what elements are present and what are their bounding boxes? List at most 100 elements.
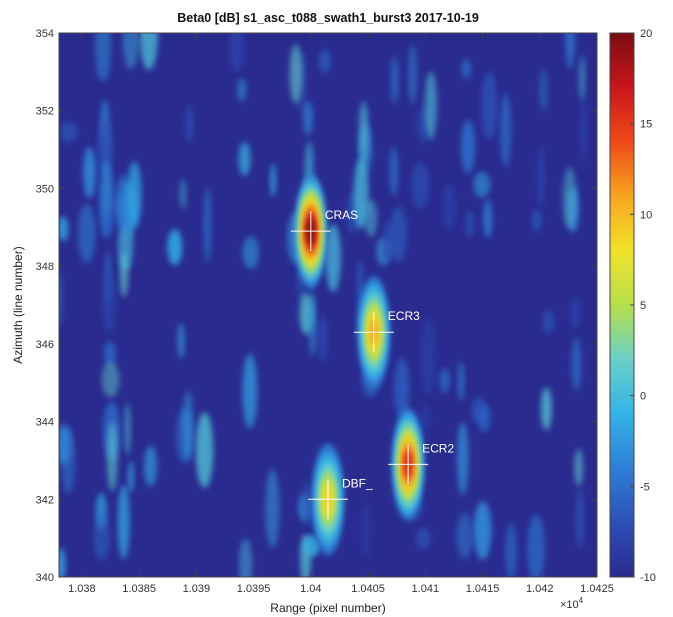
target-label: DBF_ (342, 476, 373, 490)
speckle-blob (389, 146, 398, 197)
speckle-blob (265, 469, 280, 549)
speckle-blob (59, 216, 69, 242)
speckle-blob (421, 404, 431, 432)
target-label: ECR3 (388, 309, 420, 323)
speckle-blob (289, 44, 303, 104)
y-axis: 340 342 344 346 348 350 352 354 (36, 28, 597, 584)
speckle-blob (571, 337, 582, 392)
x-tick-label: 1.0415 (466, 583, 500, 595)
speckle-blob (411, 162, 430, 210)
speckle-blob (394, 357, 410, 421)
speckle-blob (182, 390, 194, 462)
speckle-blob (483, 199, 493, 238)
y-tick-label: 346 (36, 339, 54, 351)
speckle-blob (139, 33, 158, 71)
speckle-blob (439, 368, 450, 394)
y-tick-label: 342 (36, 494, 54, 506)
speckle-blob (124, 403, 131, 456)
speckle-blob (93, 512, 111, 562)
speckle-blob (466, 210, 474, 238)
speckle-blob (456, 512, 473, 560)
x-axis: 1.038 1.0385 1.039 1.0395 1.04 1.0405 1.041 1.0… (68, 33, 614, 595)
svg-text:×104: ×104 (560, 596, 584, 611)
x-tick-label: 1.0385 (122, 583, 156, 595)
speckle-blob (569, 297, 581, 329)
x-exponent-power: 4 (579, 596, 584, 605)
speckle-blob (575, 488, 585, 550)
x-tick-label: 1.039 (183, 583, 211, 595)
speckle-blob (460, 119, 476, 174)
speckle-blob (537, 145, 546, 209)
speckle-blob (229, 33, 245, 72)
speckle-blob (185, 105, 194, 142)
speckle-blob (473, 501, 492, 560)
colorbar-tick-label: 5 (640, 300, 646, 312)
y-tick-label: 340 (36, 572, 54, 584)
speckle-blob (578, 55, 586, 101)
speckle-blob (364, 199, 378, 237)
speckle-blob (98, 59, 109, 82)
speckle-blob (574, 448, 584, 487)
x-axis-label: Range (pixel number) (270, 601, 385, 615)
speckle-blob (458, 361, 465, 401)
speckle-blob (527, 514, 545, 577)
speckle-blob (77, 203, 96, 264)
x-tick-label: 1.0395 (237, 583, 271, 595)
speckle-blob (562, 167, 577, 230)
speckle-blob (443, 183, 455, 231)
speckle-blob (122, 33, 140, 70)
speckle-blob (389, 206, 407, 263)
x-tick-label: 1.0405 (351, 583, 385, 595)
y-tick-label: 350 (36, 183, 54, 195)
speckle-blob (565, 33, 575, 69)
speckle-blob (360, 501, 371, 559)
x-tick-label: 1.0425 (580, 583, 614, 595)
x-tick-label: 1.041 (412, 583, 440, 595)
speckle-blob (473, 171, 491, 198)
x-exponent-base: ×10 (560, 599, 579, 611)
speckle-blob (500, 93, 512, 167)
x-tick-label: 1.038 (68, 583, 96, 595)
y-tick-label: 352 (36, 106, 54, 118)
y-axis-label: Azimuth (line number) (11, 246, 25, 363)
speckle-blob (117, 484, 130, 560)
colorbar: -10 -5 0 5 10 15 20 (609, 28, 656, 584)
plot-area: CRAS ECR3 ECR2 DBF_ (58, 32, 598, 578)
speckle-blob (391, 55, 399, 105)
speckle-blob (424, 71, 437, 140)
speckle-blob (237, 77, 246, 103)
speckle-blob (144, 445, 157, 487)
speckle-blob (270, 163, 277, 198)
x-tick-label: 1.042 (526, 583, 554, 595)
target-label: CRAS (325, 208, 358, 222)
speckle-blob (539, 68, 548, 112)
colorbar-tick-label: -10 (640, 572, 656, 584)
speckle-blob (461, 59, 471, 80)
speckle-blob (318, 49, 331, 74)
speckle-blob (325, 224, 341, 292)
y-tick-label: 344 (36, 417, 54, 429)
speckle-blob (415, 527, 431, 550)
colorbar-tick-label: -5 (640, 481, 650, 493)
y-tick-label: 354 (36, 28, 54, 40)
speckle-blob (532, 208, 542, 232)
speckle-blob (103, 341, 117, 367)
x-exponent: ×104 (560, 596, 584, 611)
colorbar-tick-label: 20 (640, 28, 652, 40)
speckle-blob (127, 461, 134, 494)
speckle-blob (353, 158, 369, 229)
colorbar-ticks: -10 -5 0 5 10 15 20 (630, 28, 656, 584)
speckle-blob (408, 44, 418, 105)
speckle-blob (540, 387, 552, 431)
speckle-blob (101, 361, 120, 398)
speckle-blob (167, 229, 183, 266)
speckle-blob (481, 71, 498, 141)
speckle-blob (106, 422, 118, 492)
speckle-blob (59, 548, 66, 577)
speckle-blob (359, 101, 369, 164)
colorbar-tick-label: 15 (640, 119, 652, 131)
speckle-blob (238, 142, 251, 177)
speckle-blob (300, 481, 313, 527)
speckle-blob (238, 538, 253, 577)
